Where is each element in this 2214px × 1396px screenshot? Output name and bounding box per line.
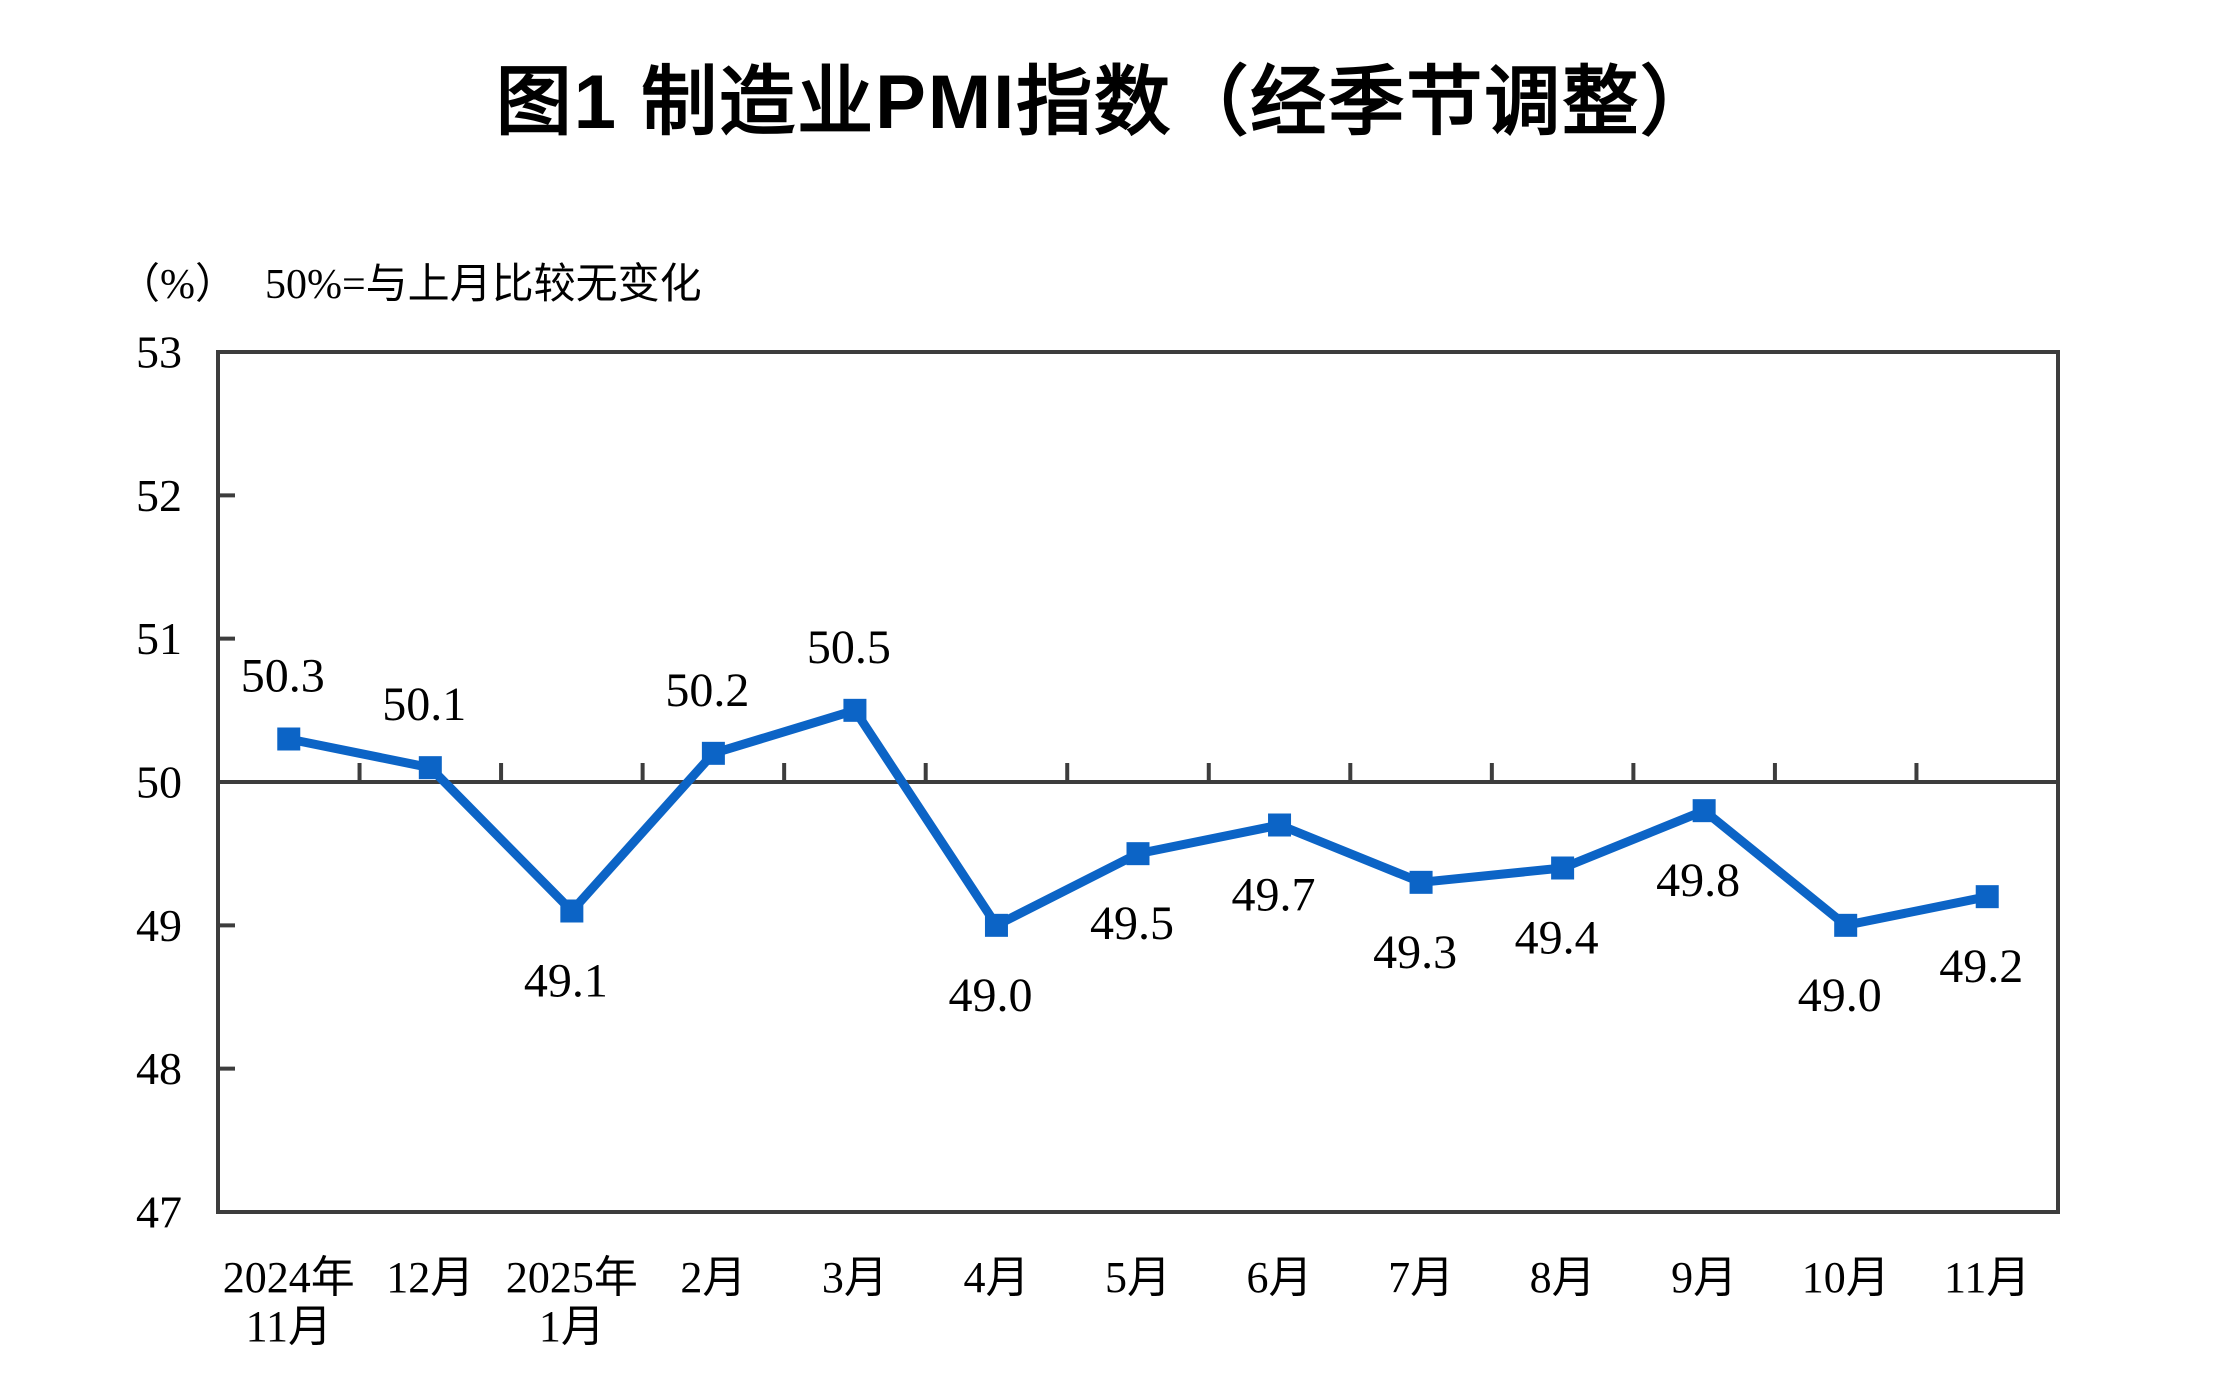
data-point-marker: [1126, 842, 1150, 866]
chart-title: 图1 制造业PMI指数（经季节调整）: [495, 60, 1719, 145]
y-axis-tick-label: 51: [136, 613, 182, 664]
data-point-label: 49.2: [1939, 940, 2023, 993]
x-category-label: 6月: [1247, 1253, 1313, 1302]
data-point-marker: [277, 727, 301, 751]
x-category-label: 2025年 1月: [506, 1253, 638, 1351]
data-point-marker: [1551, 856, 1575, 880]
data-point-label: 49.4: [1515, 912, 1599, 965]
data-point-marker: [843, 698, 867, 722]
y-axis-tick-label: 49: [136, 900, 182, 951]
data-point-marker: [560, 899, 584, 923]
data-point-marker: [1975, 885, 1999, 909]
x-category-label: 4月: [963, 1253, 1029, 1302]
data-point-marker: [701, 741, 725, 765]
x-category-label: 2月: [680, 1253, 746, 1302]
reference-line-note: 50%=与上月比较无变化: [265, 262, 702, 308]
data-point-marker: [1834, 913, 1858, 937]
y-axis-tick-label: 52: [136, 470, 182, 521]
data-point-label: 49.3: [1373, 926, 1457, 979]
y-axis-tick-label: 50: [136, 757, 182, 808]
y-axis-unit-label: （%）: [118, 262, 237, 308]
x-category-label: 10月: [1802, 1253, 1890, 1302]
x-category-label: 12月: [386, 1253, 474, 1302]
data-point-marker: [1692, 799, 1716, 823]
data-point-label: 49.0: [948, 969, 1032, 1022]
y-axis-tick-label: 48: [136, 1043, 182, 1094]
x-category-label: 8月: [1530, 1253, 1596, 1302]
data-point-label: 50.1: [382, 678, 466, 731]
x-category-label: 3月: [822, 1253, 888, 1302]
data-point-label: 49.1: [524, 955, 608, 1008]
y-axis-tick-label: 47: [136, 1187, 182, 1238]
chart-subtitle: （%） 50%=与上月比较无变化: [118, 250, 702, 311]
data-point-label: 49.0: [1798, 969, 1882, 1022]
data-point-marker: [418, 756, 442, 780]
data-point-label: 49.7: [1232, 869, 1316, 922]
data-point-marker: [1268, 813, 1292, 837]
data-point-label: 49.8: [1656, 854, 1740, 907]
data-point-label: 50.3: [241, 650, 325, 703]
data-point-marker: [984, 913, 1008, 937]
data-point-label: 50.2: [665, 664, 749, 717]
plot-frame: [216, 350, 2060, 1214]
x-category-label: 5月: [1105, 1253, 1171, 1302]
x-category-label: 2024年 11月: [223, 1253, 355, 1351]
x-category-label: 11月: [1944, 1253, 2030, 1302]
data-point-label: 50.5: [807, 621, 891, 674]
x-category-label: 7月: [1388, 1253, 1454, 1302]
x-category-label: 9月: [1671, 1253, 1737, 1302]
data-point-marker: [1409, 870, 1433, 894]
data-point-label: 49.5: [1090, 897, 1174, 950]
y-axis-tick-label: 53: [136, 327, 182, 378]
